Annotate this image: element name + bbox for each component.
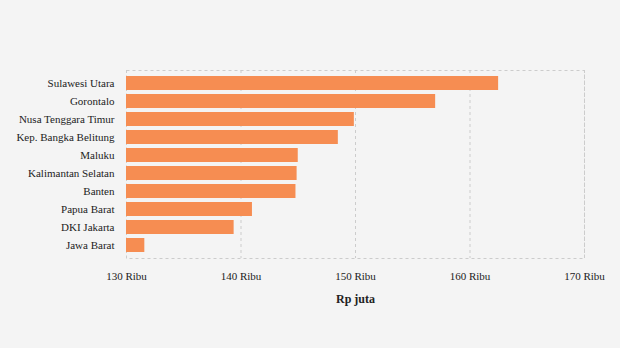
svg-text:DKI Jakarta: DKI Jakarta [61, 221, 115, 233]
svg-text:130 Ribu: 130 Ribu [106, 270, 147, 282]
svg-text:Rp juta: Rp juta [336, 292, 375, 306]
svg-text:Maluku: Maluku [80, 149, 115, 161]
svg-text:Sulawesi Utara: Sulawesi Utara [48, 77, 115, 89]
svg-text:Papua Barat: Papua Barat [61, 203, 114, 215]
svg-text:140 Ribu: 140 Ribu [221, 270, 262, 282]
svg-text:Kalimantan Selatan: Kalimantan Selatan [28, 167, 115, 179]
svg-text:Banten: Banten [83, 185, 115, 197]
svg-text:150 Ribu: 150 Ribu [335, 270, 376, 282]
svg-text:Gorontalo: Gorontalo [70, 95, 115, 107]
svg-text:170 Ribu: 170 Ribu [564, 270, 605, 282]
svg-text:Kep. Bangka Belitung: Kep. Bangka Belitung [16, 131, 115, 143]
svg-text:Jawa Barat: Jawa Barat [66, 239, 115, 251]
svg-text:160 Ribu: 160 Ribu [450, 270, 491, 282]
svg-text:Nusa Tenggara Timur: Nusa Tenggara Timur [19, 113, 115, 125]
